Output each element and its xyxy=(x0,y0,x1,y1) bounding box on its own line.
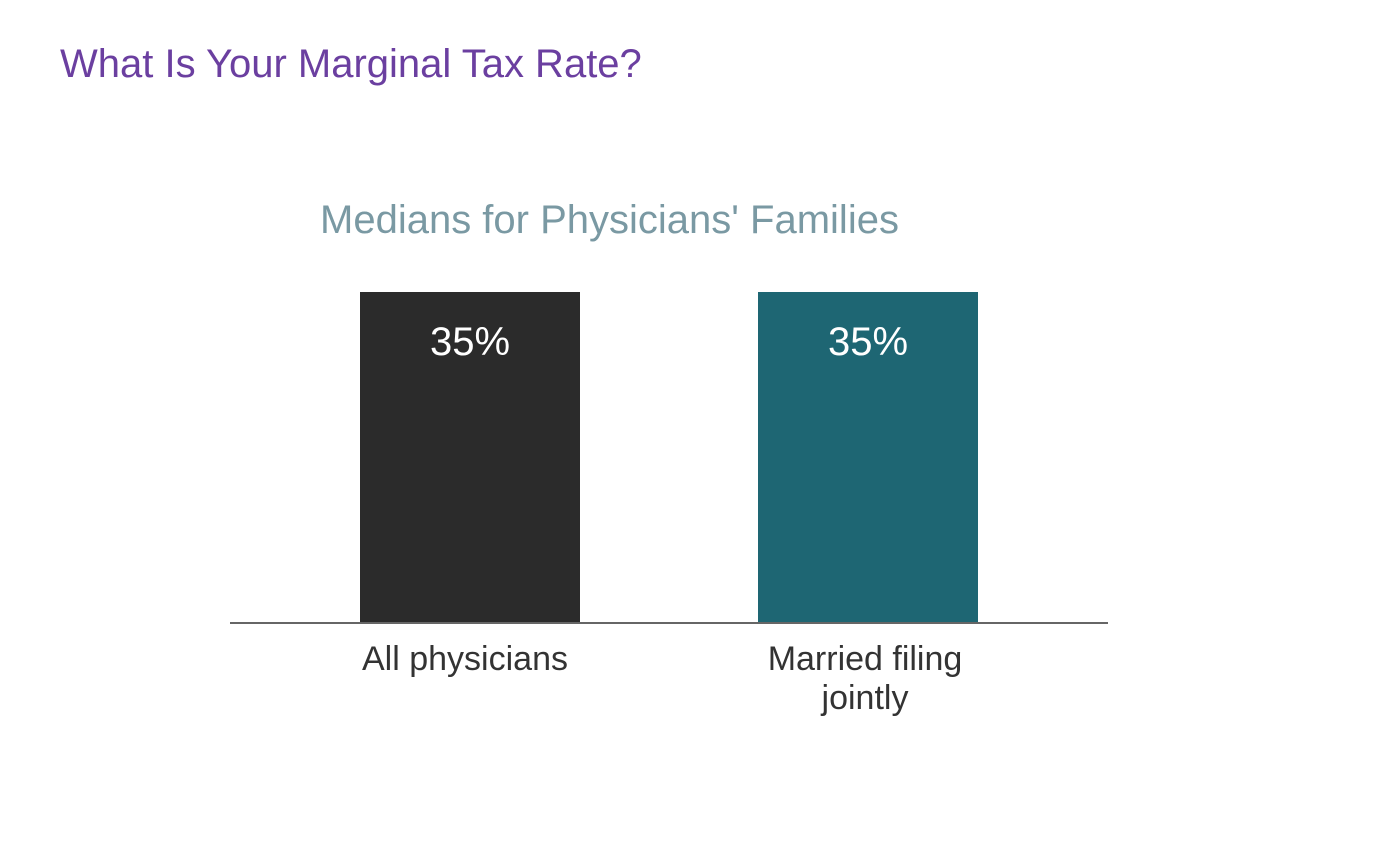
x-axis-line xyxy=(230,622,1108,624)
bar-all-physicians: 35% xyxy=(360,292,580,622)
bar-value-all-physicians: 35% xyxy=(360,320,580,365)
bar-label-all-physicians: All physicians xyxy=(305,640,625,679)
bar-value-married-filing-jointly: 35% xyxy=(758,320,978,365)
bar-label-married-filing-jointly: Married filing jointly xyxy=(705,640,1025,718)
bar-married-filing-jointly: 35% xyxy=(758,292,978,622)
chart-subtitle: Medians for Physicians' Families xyxy=(320,198,899,243)
page-title: What Is Your Marginal Tax Rate? xyxy=(60,42,642,87)
